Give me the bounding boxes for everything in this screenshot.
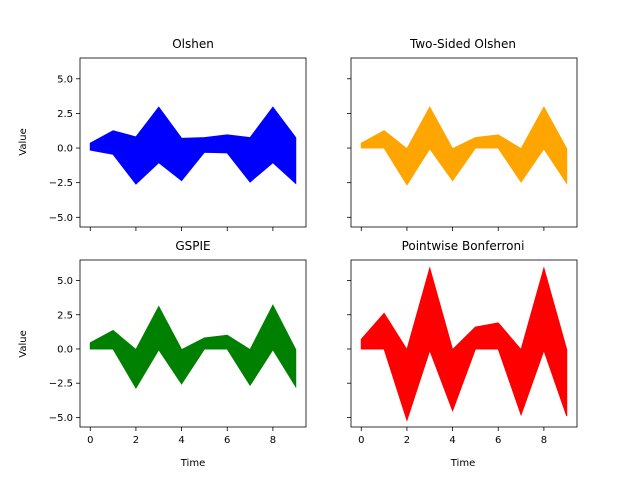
- y-axis-label: Value: [18, 330, 29, 357]
- axes-frame: [350, 57, 578, 228]
- x-tick-label: 0: [87, 435, 93, 446]
- x-tick-label: 2: [404, 435, 410, 446]
- x-axis-label: Time: [180, 458, 205, 469]
- x-tick-label: 8: [270, 435, 276, 446]
- x-axis-label: Time: [450, 458, 475, 469]
- interval-band: [360, 266, 568, 422]
- subplot-gspie: GSPIE Value Time 0 2 4 6 8 5.0 2.5 0.0 −2.5 −5.0: [18, 239, 307, 469]
- subplot-pointwise-bonferroni: Pointwise Bonferroni Time 0 2 4 6 8: [347, 239, 578, 469]
- x-tick-label: 6: [224, 435, 230, 446]
- y-tick-label: −5.0: [49, 213, 73, 224]
- y-tick-label: 5.0: [57, 276, 73, 287]
- axes-frame: [79, 259, 307, 428]
- x-tick-label: 6: [495, 435, 501, 446]
- x-tick-label: 4: [178, 435, 184, 446]
- interval-band: [89, 304, 297, 389]
- axes-frame: [350, 259, 578, 428]
- y-tick-label: 2.5: [57, 310, 73, 321]
- subplot-title: Two-Sided Olshen: [409, 37, 516, 51]
- interval-band: [89, 106, 297, 185]
- x-tick-label: 0: [358, 435, 364, 446]
- subplot-title: Pointwise Bonferroni: [402, 239, 525, 253]
- subplot-title: Olshen: [172, 37, 214, 51]
- interval-band: [360, 106, 568, 186]
- x-tick-label: 4: [449, 435, 455, 446]
- y-tick-label: 0.0: [57, 344, 73, 355]
- y-tick-label: −2.5: [49, 379, 73, 390]
- subplot-title: GSPIE: [175, 239, 210, 253]
- y-tick-label: 5.0: [57, 74, 73, 85]
- x-tick-label: 2: [133, 435, 139, 446]
- subplot-two-sided-olshen: Two-Sided Olshen: [347, 37, 578, 231]
- x-tick-label: 8: [541, 435, 547, 446]
- subplot-olshen: Olshen Value 5.0 2.5 0.0 −2.5 −5.0: [18, 37, 307, 231]
- y-tick-label: 2.5: [57, 109, 73, 120]
- y-tick-label: −5.0: [49, 413, 73, 424]
- axes-frame: [79, 57, 307, 228]
- y-tick-label: −2.5: [49, 178, 73, 189]
- y-axis-label: Value: [18, 128, 29, 155]
- y-tick-label: 0.0: [57, 144, 73, 155]
